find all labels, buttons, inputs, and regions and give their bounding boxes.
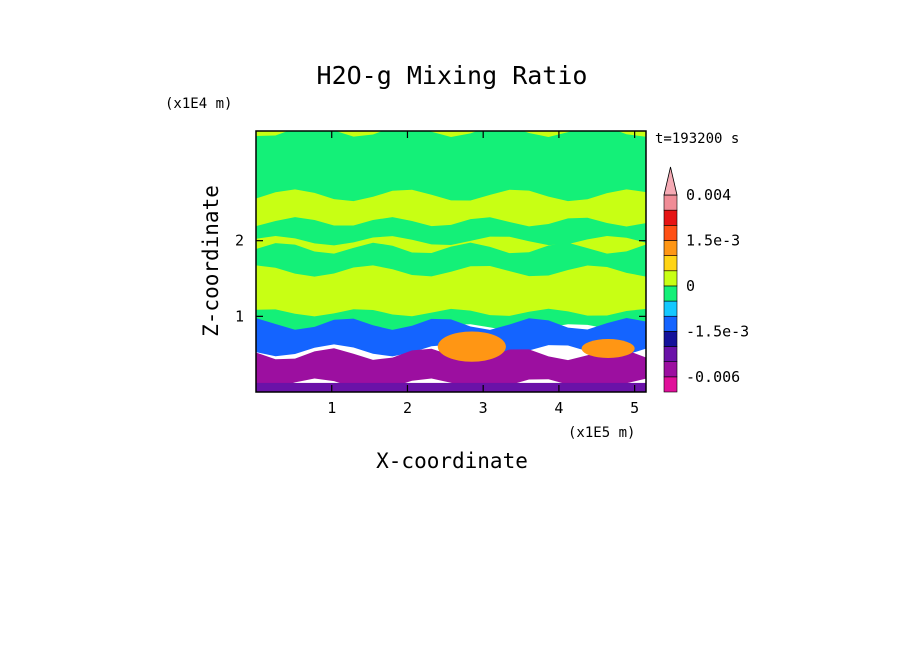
colorbar-tick-label: -1.5e-3: [686, 322, 749, 340]
colorbar: 0.004 1.5e-3 0 -1.5e-3 -0.006: [663, 166, 749, 393]
y-tick-label: 2: [235, 232, 244, 250]
colorbar-tick-label: 1.5e-3: [686, 231, 740, 249]
x-scale-label: (x1E5 m): [568, 425, 635, 441]
x-axis-ticks: 1 2 3 4 5: [327, 131, 639, 417]
contour-region: [256, 217, 646, 246]
contour-region: [437, 331, 506, 362]
y-scale-label: (x1E4 m): [165, 96, 232, 112]
colorbar-segment: [663, 285, 678, 302]
colorbar-extend-triangle: [663, 166, 678, 196]
colorbar-segment: [663, 270, 678, 287]
contour-region: [581, 339, 635, 358]
x-tick-label: 2: [403, 399, 412, 417]
colorbar-segment: [663, 331, 678, 347]
colorbar-segment: [663, 255, 678, 272]
contour-region: [256, 131, 646, 202]
colorbar-segment: [663, 346, 678, 362]
x-tick-label: 3: [479, 399, 488, 417]
contour-region: [256, 382, 646, 392]
y-tick-label: 1: [235, 307, 244, 325]
colorbar-segment: [663, 225, 678, 241]
colorbar-tick-label: -0.006: [686, 368, 740, 386]
time-label: t=193200 s: [655, 131, 739, 147]
chart-title: H2O-g Mixing Ratio: [317, 61, 588, 90]
colorbar-tick-label: 0.004: [686, 186, 731, 204]
colorbar-segment: [663, 240, 678, 256]
colorbar-segment: [663, 315, 678, 332]
colorbar-segment: [663, 361, 678, 378]
colorbar-segment: [663, 376, 678, 393]
y-axis-ticks: 12: [235, 232, 646, 325]
colorbar-segment: [663, 194, 678, 211]
contour-region: [256, 242, 646, 277]
contour-plot-area: [256, 131, 646, 392]
y-axis-label: Z-coordinate: [199, 185, 223, 337]
plot-frame: [255, 130, 647, 393]
colorbar-segment: [663, 209, 678, 226]
x-tick-label: 5: [630, 399, 639, 417]
x-axis-label: X-coordinate: [376, 449, 528, 473]
colorbar-tick-label: 0: [686, 277, 695, 295]
x-tick-label: 4: [554, 399, 563, 417]
x-tick-label: 1: [327, 399, 336, 417]
contour-region: [256, 348, 646, 391]
colorbar-segment: [663, 300, 678, 317]
